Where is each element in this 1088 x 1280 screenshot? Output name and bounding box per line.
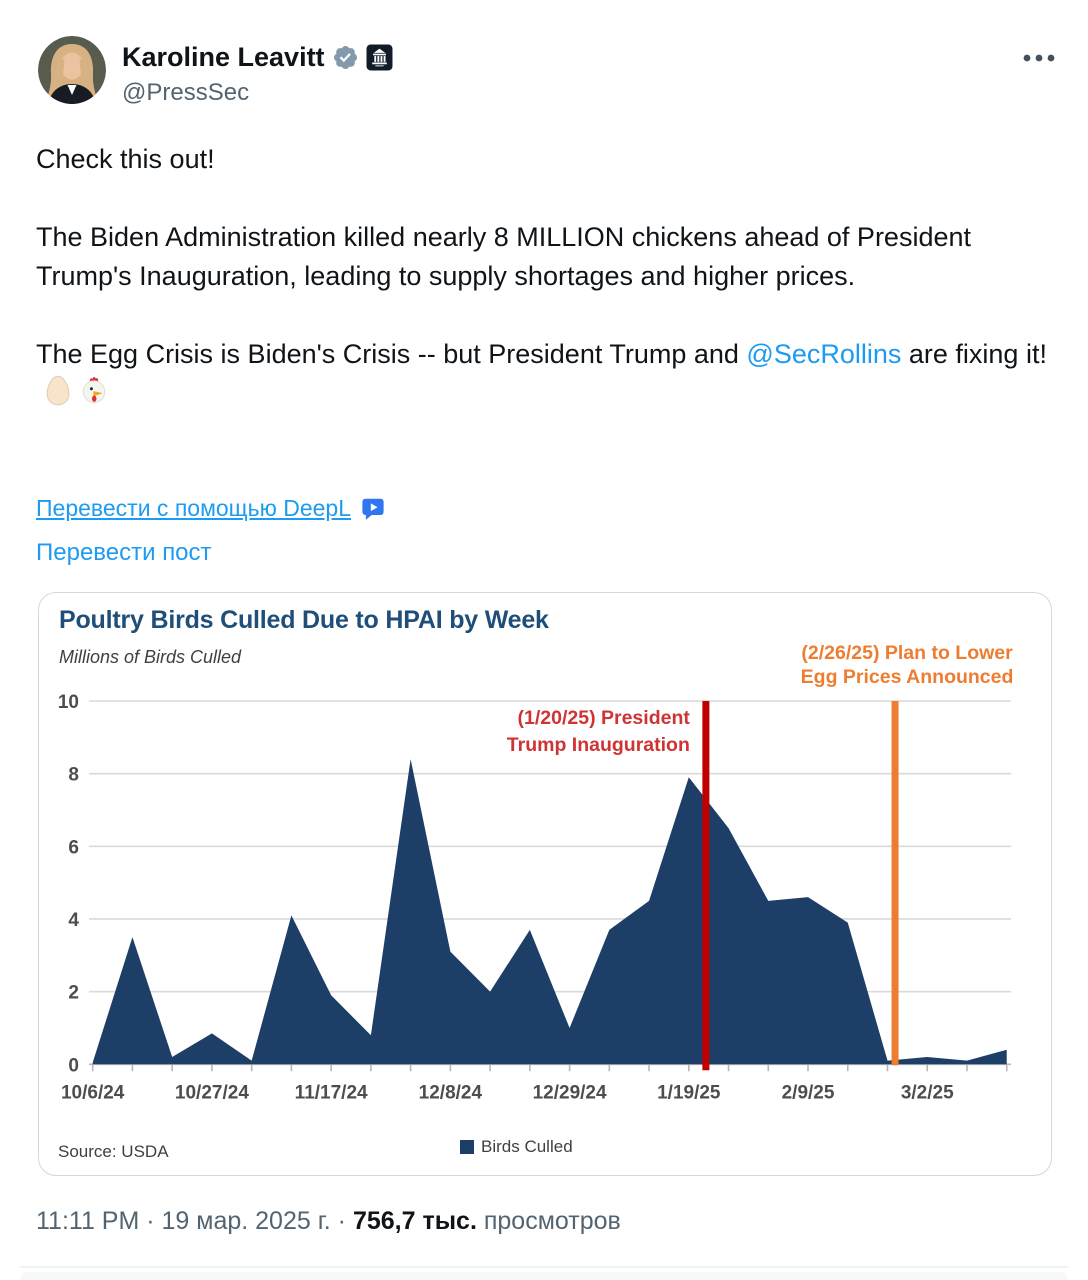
more-menu-button[interactable] xyxy=(1018,46,1060,72)
chart-legend: Birds Culled xyxy=(460,1137,573,1157)
tweet-paragraph-1: Check this out! xyxy=(36,144,215,174)
chart-title: Poultry Birds Culled Due to HPAI by Week xyxy=(59,606,549,634)
x-tick-label-11/17/24: 11/17/24 xyxy=(295,1082,368,1103)
deepl-icon xyxy=(362,498,384,520)
chart-source: Source: USDA xyxy=(58,1142,169,1161)
x-tick-label-10/27/24: 10/27/24 xyxy=(175,1082,249,1103)
tweet-paragraph-3-before: The Egg Crisis is Biden's Crisis -- but … xyxy=(36,339,747,369)
y-tick-label-10: 10 xyxy=(58,692,79,713)
avatar[interactable] xyxy=(38,36,106,104)
tweet-paragraph-2: The Biden Administration killed nearly 8… xyxy=(36,222,971,291)
legend-label: Birds Culled xyxy=(481,1137,573,1156)
event-label-1/20/25-line2: Trump Inauguration xyxy=(507,734,690,756)
chart-media-card[interactable]: 0 2 4 6 8 10 10/6/24 10/27/24 11/17/24 12/8/24 12/… xyxy=(38,592,1052,1176)
tweet-meta: 11:11 PM · 19 мар. 2025 г. · 756,7 тыс. … xyxy=(36,1207,621,1236)
y-tick-label-2: 2 xyxy=(68,983,79,1004)
x-tick-label-10/6/24: 10/6/24 xyxy=(61,1082,125,1103)
tweet-text: Check this out! The Biden Administration… xyxy=(36,140,1054,417)
section-divider xyxy=(20,1266,1068,1268)
y-tick-label-0: 0 xyxy=(68,1055,79,1076)
translate-deepl-link[interactable]: Перевести с помощью DeepL xyxy=(36,495,386,522)
views-label: просмотров xyxy=(476,1207,621,1235)
y-tick-label-8: 8 xyxy=(68,765,79,786)
chart-y-axis-note: Millions of Birds Culled xyxy=(59,647,242,667)
translate-post-link[interactable]: Перевести пост xyxy=(36,539,212,566)
x-tick-label-1/19/25: 1/19/25 xyxy=(657,1082,721,1103)
y-tick-label-4: 4 xyxy=(68,910,79,931)
hpai-culled-area-chart: 0 2 4 6 8 10 10/6/24 10/27/24 11/17/24 12/8/24 12/… xyxy=(58,642,1014,1103)
event-label-2/26/25-line1: (2/26/25) Plan to Lower xyxy=(801,642,1013,664)
egg-emoji-icon xyxy=(45,375,71,417)
birds-culled-area-series xyxy=(92,759,1007,1065)
legend-swatch xyxy=(460,1140,474,1154)
ellipsis-icon xyxy=(1023,54,1055,62)
avatar-image xyxy=(38,36,106,104)
chicken-emoji-icon xyxy=(80,375,108,417)
x-tick-label-3/2/25: 3/2/25 xyxy=(901,1082,954,1103)
white-house-badge-icon xyxy=(366,44,393,71)
x-tick-label-2/9/25: 2/9/25 xyxy=(782,1082,835,1103)
mention-link[interactable]: @SecRollins xyxy=(746,339,902,369)
translate-deepl-label: Перевести с помощью DeepL xyxy=(36,495,351,521)
next-section-edge xyxy=(20,1272,1068,1280)
tweet-paragraph-3-after: are fixing it! xyxy=(901,339,1047,369)
name-row: Karoline Leavitt xyxy=(122,42,393,73)
event-label-1/20/25-line1: (1/20/25) President xyxy=(518,707,691,729)
y-tick-label-6: 6 xyxy=(68,837,79,858)
views-count: 756,7 тыс. xyxy=(352,1207,477,1235)
timestamp: 11:11 PM · 19 мар. 2025 г. · xyxy=(36,1207,353,1235)
x-tick-label-12/29/24: 12/29/24 xyxy=(533,1082,607,1103)
user-handle[interactable]: @PressSec xyxy=(122,79,250,106)
verified-badge-icon xyxy=(332,44,359,71)
x-tick-label-12/8/24: 12/8/24 xyxy=(419,1082,483,1103)
tweet-paragraph-3: The Egg Crisis is Biden's Crisis -- but … xyxy=(36,335,1054,417)
display-name[interactable]: Karoline Leavitt xyxy=(122,42,325,72)
event-label-2/26/25-line2: Egg Prices Announced xyxy=(801,666,1014,688)
